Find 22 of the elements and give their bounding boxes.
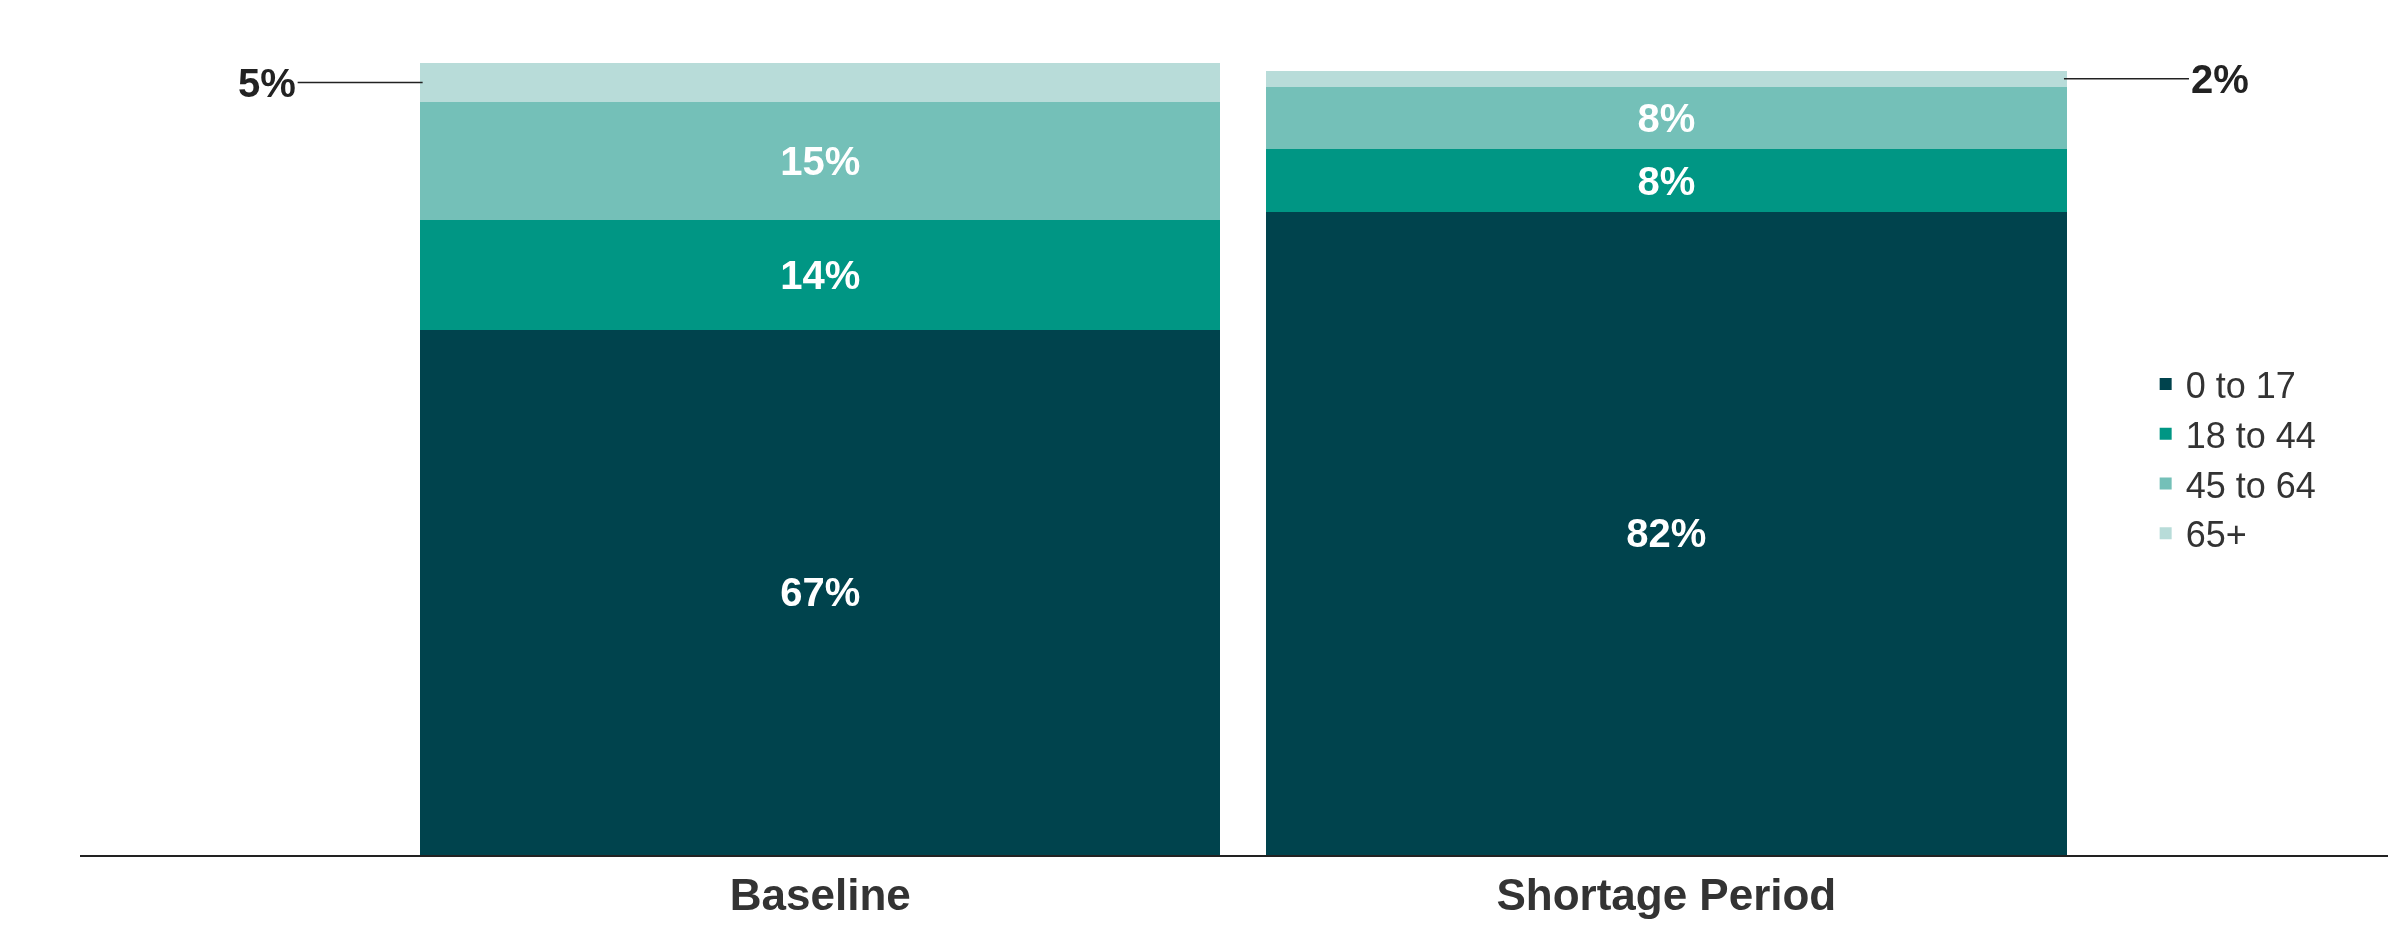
legend-label: 45 to 64 bbox=[2185, 464, 2316, 506]
data-label: 14% bbox=[780, 252, 861, 297]
legend-label: 0 to 17 bbox=[2185, 364, 2296, 406]
bar bbox=[420, 63, 1221, 103]
bar bbox=[420, 329, 1221, 855]
bar bbox=[1266, 211, 2067, 855]
data-label: 5% bbox=[238, 61, 296, 105]
data-label: 8% bbox=[1637, 95, 1696, 140]
bar bbox=[420, 219, 1221, 330]
bar bbox=[1266, 86, 2067, 150]
data-label: 15% bbox=[780, 139, 861, 184]
data-label: 82% bbox=[1626, 511, 1707, 556]
bar bbox=[1266, 70, 2067, 87]
bar bbox=[420, 102, 1221, 220]
data-label: 2% bbox=[2191, 57, 2249, 101]
x-tick-label: Shortage Period bbox=[1496, 869, 1837, 919]
data-label: 67% bbox=[780, 570, 861, 615]
legend-label: 18 to 44 bbox=[2185, 414, 2316, 456]
x-tick-label: Baseline bbox=[729, 869, 911, 919]
legend-label: 65+ bbox=[2185, 514, 2247, 556]
bar bbox=[1266, 149, 2067, 212]
data-label: 8% bbox=[1637, 158, 1696, 203]
